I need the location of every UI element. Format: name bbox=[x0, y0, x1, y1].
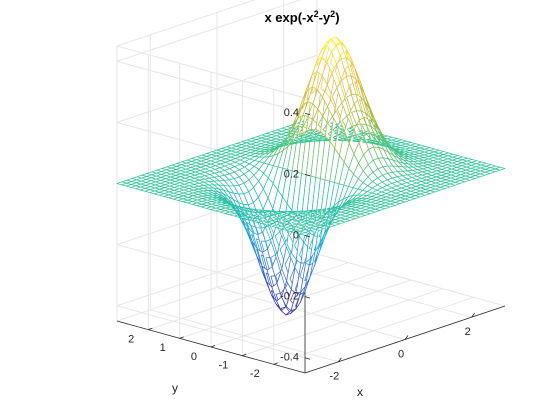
y-tick-label: 2 bbox=[128, 334, 134, 346]
y-tick-mark bbox=[242, 353, 247, 357]
wall-gridline bbox=[116, 305, 306, 359]
wall-gridline bbox=[116, 0, 302, 62]
x-tick-label: 2 bbox=[465, 326, 471, 338]
floor-gridline bbox=[210, 279, 412, 348]
z-tick-label: -0.2 bbox=[280, 291, 299, 303]
y-tick-label: 1 bbox=[160, 342, 166, 354]
tick-layer: -0.4 -0.2 0 0.2 0.4 -2 0 2 -2 -1 0 1 2 bbox=[128, 107, 475, 383]
z-tick-label: 0.2 bbox=[284, 168, 299, 180]
y-tick-mark bbox=[148, 327, 153, 331]
x-axis-label: x bbox=[357, 385, 363, 399]
mesh-surface bbox=[116, 36, 506, 316]
y-tick-label: -1 bbox=[219, 360, 229, 372]
x-tick-label: 0 bbox=[398, 348, 404, 360]
z-tick-mark bbox=[304, 235, 311, 238]
y-tick-label: 0 bbox=[191, 351, 197, 363]
mesh-cell bbox=[494, 166, 506, 171]
y-tick-mark bbox=[179, 336, 184, 339]
x-tick-label: -2 bbox=[329, 371, 339, 383]
pane-edge bbox=[316, 253, 506, 307]
chart-title: x exp(-x2-y2) bbox=[264, 9, 339, 25]
z-tick-mark bbox=[304, 112, 311, 116]
x-tick-mark bbox=[404, 335, 409, 340]
x-tick-mark bbox=[471, 312, 475, 318]
z-tick-label: -0.4 bbox=[280, 352, 299, 364]
z-tick-label: 0 bbox=[293, 229, 299, 241]
z-tick-mark bbox=[304, 357, 311, 360]
pane-edge bbox=[116, 45, 306, 99]
floor-gridline bbox=[148, 262, 349, 331]
z-tick-mark bbox=[304, 174, 311, 177]
y-tick-mark bbox=[273, 362, 278, 365]
y-axis-label: y bbox=[172, 381, 178, 395]
x-tick-mark bbox=[338, 357, 342, 363]
z-tick-label: 0.4 bbox=[284, 107, 299, 119]
floor-gridline bbox=[273, 296, 474, 365]
y-tick-label: -2 bbox=[250, 368, 260, 380]
z-tick-mark bbox=[304, 296, 311, 299]
pane-edge bbox=[116, 0, 256, 47]
wall-gridline bbox=[116, 60, 306, 114]
floor-gridline bbox=[242, 288, 443, 357]
y-tick-mark bbox=[210, 345, 216, 348]
